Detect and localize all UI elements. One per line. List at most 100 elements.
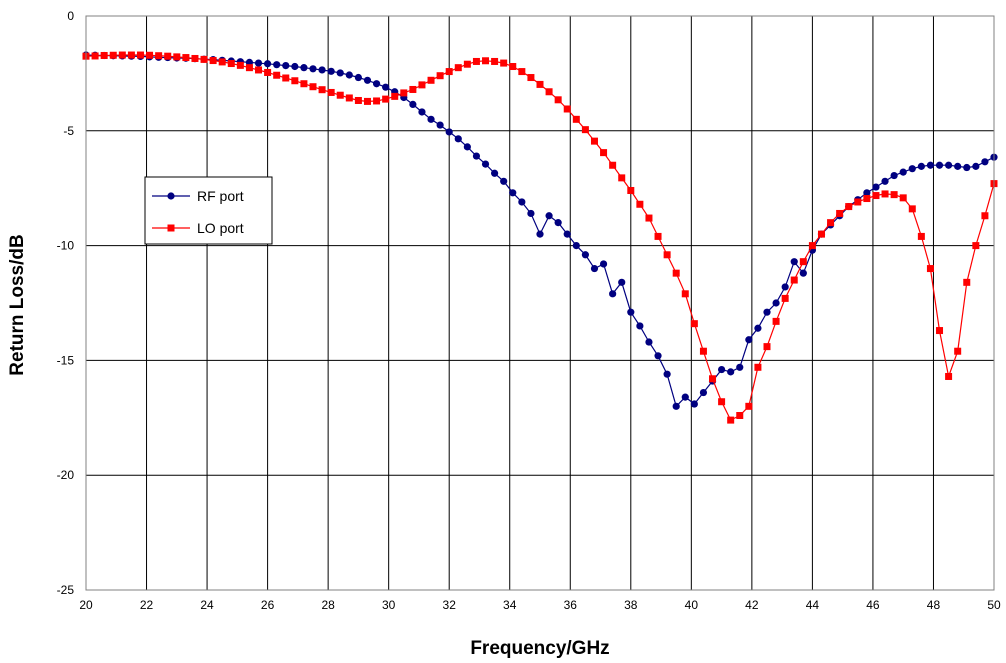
data-point	[854, 198, 862, 206]
data-point	[745, 336, 753, 344]
data-point	[690, 320, 698, 328]
data-point	[354, 96, 362, 104]
data-point	[908, 165, 916, 173]
data-point	[536, 230, 544, 238]
data-point	[881, 190, 889, 198]
x-tick-label: 34	[503, 598, 517, 612]
data-point	[636, 322, 644, 330]
legend-marker-lo	[167, 224, 175, 232]
data-point	[572, 242, 580, 250]
data-point	[327, 88, 335, 96]
data-point	[454, 64, 462, 72]
data-point	[945, 372, 953, 380]
data-point	[581, 251, 590, 259]
data-point	[264, 68, 272, 76]
data-point	[500, 177, 508, 185]
data-point	[436, 121, 444, 129]
data-point	[264, 60, 272, 68]
data-point	[245, 64, 253, 72]
data-point	[400, 89, 408, 97]
data-point	[681, 290, 689, 298]
data-point	[255, 66, 263, 74]
data-point	[727, 416, 735, 424]
data-point	[881, 177, 889, 185]
data-point	[699, 388, 708, 397]
data-point	[336, 91, 344, 99]
data-point	[345, 71, 353, 79]
plot-area	[86, 16, 994, 590]
data-point	[481, 160, 490, 168]
data-point	[972, 162, 980, 170]
y-axis-title: Return Loss/dB	[7, 234, 28, 375]
data-point	[954, 162, 962, 170]
legend: RF port LO port	[144, 176, 273, 245]
data-point	[763, 308, 771, 316]
data-point	[718, 365, 726, 374]
data-point	[436, 72, 444, 80]
data-point	[654, 352, 662, 360]
data-point	[935, 161, 944, 169]
data-point	[363, 97, 371, 105]
data-point	[827, 219, 835, 227]
x-tick-label: 22	[140, 598, 154, 612]
data-point	[926, 161, 935, 169]
data-point	[981, 212, 989, 220]
data-point	[781, 283, 789, 291]
data-point	[709, 375, 717, 383]
data-point	[491, 57, 499, 65]
data-point	[581, 126, 589, 134]
data-point	[618, 278, 626, 286]
x-tick-label: 44	[806, 598, 820, 612]
data-point	[563, 230, 571, 238]
data-point	[645, 338, 653, 346]
data-point	[590, 137, 598, 145]
data-point	[273, 71, 281, 79]
data-point	[699, 347, 707, 355]
data-point	[472, 152, 481, 160]
data-point	[382, 83, 390, 91]
data-point	[527, 74, 535, 82]
data-point	[736, 412, 744, 420]
data-point	[236, 61, 244, 69]
legend-label-lo: LO port	[197, 220, 244, 236]
data-point	[100, 51, 108, 59]
data-point	[917, 162, 925, 170]
data-point	[799, 258, 807, 266]
data-point	[609, 161, 617, 169]
data-point	[908, 205, 916, 213]
data-point	[372, 80, 381, 88]
data-point	[164, 52, 172, 60]
data-point	[373, 97, 381, 105]
data-point	[173, 53, 181, 61]
data-point	[300, 64, 308, 72]
data-point	[845, 203, 853, 211]
x-axis-title: Frequency/GHz	[470, 638, 609, 659]
x-tick-label: 28	[321, 598, 335, 612]
legend-box	[144, 176, 273, 245]
data-point	[445, 68, 453, 76]
data-point	[363, 76, 372, 84]
data-point	[817, 230, 825, 238]
data-point	[127, 51, 135, 59]
data-point	[972, 242, 980, 250]
data-point	[318, 86, 326, 94]
data-point	[509, 63, 517, 71]
data-point	[191, 54, 199, 62]
data-point	[727, 368, 735, 376]
y-tick-label: -10	[57, 239, 75, 253]
data-point	[863, 195, 871, 203]
data-point	[763, 343, 771, 351]
x-tick-label: 40	[685, 598, 699, 612]
data-point	[554, 96, 562, 104]
data-point	[963, 278, 971, 286]
data-point	[672, 402, 680, 410]
y-tick-label: -15	[57, 353, 75, 367]
x-tick-label: 26	[261, 598, 275, 612]
data-point	[345, 94, 353, 102]
data-point	[545, 88, 553, 96]
y-tick-label: -25	[57, 583, 75, 597]
y-tick-labels: 0 -5 -10 -15 -20 -25	[57, 9, 75, 597]
data-point	[482, 57, 490, 65]
data-point	[590, 264, 599, 273]
